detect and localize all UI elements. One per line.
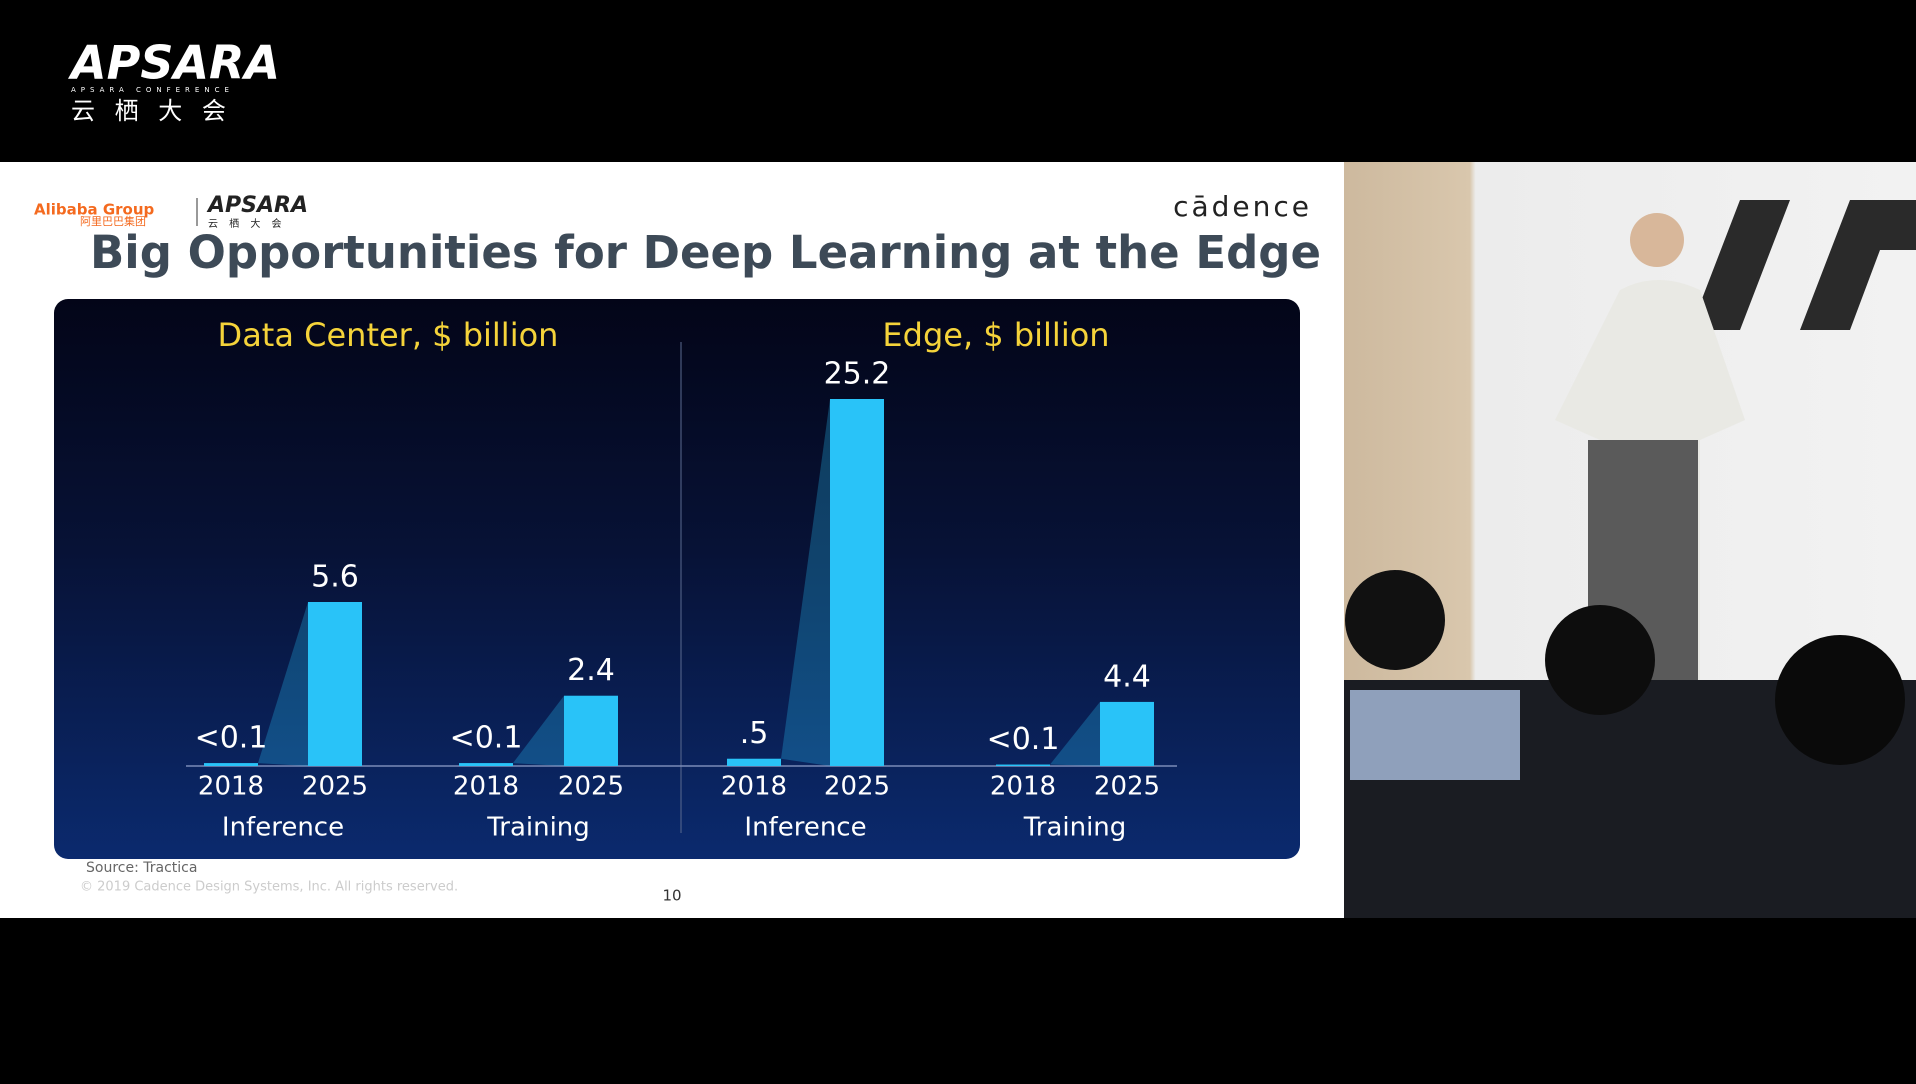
value-label: <0.1 <box>450 721 523 756</box>
chart-title: Edge, $ billion <box>882 316 1109 354</box>
trend-shade <box>513 695 564 766</box>
x-tick-label: 2025 <box>1094 772 1160 802</box>
charts: Data Center, $ billion <0.1 2018 5.6 2025 <0.… <box>195 316 1161 843</box>
value-label: 5.6 <box>311 560 359 595</box>
bar <box>727 758 781 766</box>
group-label: Training <box>486 813 590 843</box>
x-tick-label: 2025 <box>558 772 624 802</box>
trend-shade <box>1050 701 1100 766</box>
audience-shirt <box>1350 690 1520 780</box>
audience-head <box>1345 570 1445 670</box>
x-tick-label: 2018 <box>721 772 787 802</box>
x-tick-label: 2025 <box>302 772 368 802</box>
value-label: 2.4 <box>567 653 615 688</box>
logo-sub: APSARA CONFERENCE <box>71 86 234 94</box>
trend-shade <box>258 602 308 766</box>
wall-logo <box>1690 200 1916 330</box>
trend-shade <box>781 399 830 766</box>
logo-cn: 云 栖 大 会 <box>71 97 232 125</box>
page-number: 10 <box>662 887 681 905</box>
audience-head <box>1545 605 1655 715</box>
audience-head <box>1775 635 1905 765</box>
brand-left: Alibaba Group <box>34 201 155 219</box>
slide-title: Big Opportunities for Deep Learning at t… <box>90 226 1321 279</box>
x-tick-label: 2025 <box>824 772 890 802</box>
x-tick-label: 2018 <box>198 772 264 802</box>
group-label: Inference <box>744 813 866 843</box>
bar <box>459 763 513 766</box>
bar <box>204 763 258 766</box>
brand-mid: APSARA <box>206 193 308 218</box>
value-label: <0.1 <box>195 721 268 756</box>
group-label: Inference <box>222 813 344 843</box>
value-label: .5 <box>740 716 769 751</box>
x-tick-label: 2018 <box>990 772 1056 802</box>
x-tick-label: 2018 <box>453 772 519 802</box>
group-label: Training <box>1023 813 1127 843</box>
brand-mid-cn: 云 栖 大 会 <box>208 217 286 230</box>
brand-left-cn: 阿里巴巴集团 <box>80 214 146 228</box>
source: Source: Tractica <box>86 860 197 876</box>
brand-right: cādence <box>1173 190 1312 223</box>
chart-title: Data Center, $ billion <box>218 316 559 354</box>
logo: APSARA <box>68 36 280 90</box>
bar <box>564 695 618 766</box>
bar <box>308 602 362 766</box>
copyright: © 2019 Cadence Design Systems, Inc. All … <box>80 880 458 895</box>
value-label: <0.1 <box>987 722 1060 757</box>
value-label: 4.4 <box>1103 659 1151 694</box>
bar <box>996 764 1050 766</box>
speaker-head <box>1630 213 1684 267</box>
bar <box>830 399 884 766</box>
bar <box>1100 701 1154 766</box>
value-label: 25.2 <box>824 357 891 392</box>
chart-panel <box>54 299 1300 859</box>
